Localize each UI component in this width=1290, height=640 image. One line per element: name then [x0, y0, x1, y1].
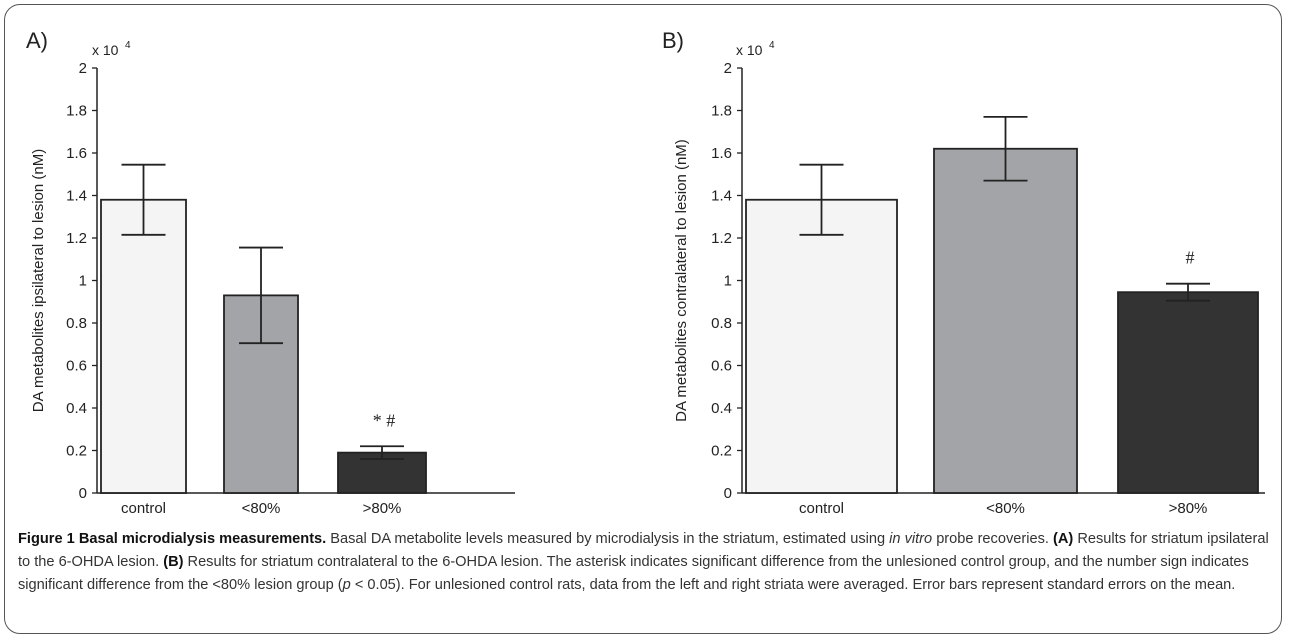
panel-a-scale-exponent: 4 — [125, 40, 131, 51]
panel-b-y-tick-label: 0.8 — [711, 315, 732, 332]
figure-caption: Figure 1 Basal microdialysis measurement… — [18, 528, 1276, 597]
panel-b-y-tick-label: 0 — [724, 485, 732, 502]
panel-a-y-tick-label: 1 — [79, 273, 87, 290]
panel-b-category-label-0: control — [799, 500, 844, 517]
panel-a-scale-label: x 10 — [92, 42, 119, 58]
panel-b-y-tick-label: 1 — [724, 273, 732, 290]
panel-b-category-label-1: <80% — [986, 500, 1025, 517]
panel-a-category-label-1: <80% — [242, 500, 281, 517]
panel-a-y-tick-label: 1.2 — [66, 230, 87, 247]
panel-a-y-tick-label: 0.2 — [66, 443, 87, 460]
panel-a-bar-0 — [100, 198, 187, 494]
panel-a-group: A) x 10 4 0 0.2 0.4 0.6 0.8 1 1.2 1.4 1.6 1.8 2 DA met… — [26, 28, 515, 517]
panel-a-y-tick-label: 0 — [79, 485, 87, 502]
panel-a-y-axis-label: DA metabolites ipsilateral to lesion (nM… — [30, 149, 47, 412]
panel-b-y-axis-label: DA metabolites contralateral to lesion (… — [673, 139, 690, 422]
caption-text-2: probe recoveries. — [932, 531, 1054, 547]
panel-b-y-tick-label: 1.8 — [711, 103, 732, 120]
caption-label-b: (B) — [163, 554, 184, 570]
panel-b-bar-1 — [933, 147, 1078, 494]
panel-a-bar-1 — [223, 294, 299, 494]
panel-a-y-tick-label: 0.4 — [66, 400, 87, 417]
panel-a-significance-marker-2: * # — [373, 410, 396, 430]
panel-b-significance-marker-2: # — [1186, 248, 1195, 268]
figure-frame — [4, 4, 1282, 634]
caption-text-5: < 0.05). For unlesioned control rats, da… — [350, 577, 1236, 593]
panel-b-scale-label: x 10 — [736, 42, 763, 58]
panel-a-bar-2 — [337, 451, 427, 494]
panel-b-y-tick-label: 1.4 — [711, 188, 732, 205]
caption-text-3: Results for striatum ipsilateral to the … — [18, 531, 1269, 570]
caption-title: Figure 1 Basal microdialysis measurement… — [18, 531, 327, 547]
panel-a-y-tick-label: 0.6 — [66, 358, 87, 375]
panel-a-category-label-2: >80% — [363, 500, 402, 517]
panel-b-y-tick-label: 0.6 — [711, 358, 732, 375]
panel-a-y-tick-label: 0.8 — [66, 315, 87, 332]
caption-label-a: (A) — [1053, 531, 1074, 547]
caption-italic-p: p — [342, 577, 351, 593]
panel-b-bar-2 — [1117, 291, 1259, 494]
panel-b-group: B) x 10 4 0 0.2 0.4 0.6 0.8 1 1.2 1.4 1.6 1.8 2 DA met… — [662, 28, 1265, 517]
panel-a-category-label-0: control — [121, 500, 166, 517]
panel-b-bar-0 — [745, 198, 898, 494]
panel-b-category-label-2: >80% — [1169, 500, 1208, 517]
panel-b-y-tick-label: 2 — [724, 60, 732, 77]
panel-b-y-tick-label: 1.6 — [711, 145, 732, 162]
panel-b-y-tick-label: 0.4 — [711, 400, 732, 417]
panel-a-y-tick-label: 2 — [79, 60, 87, 77]
caption-text-1: Basal DA metabolite levels measured by m… — [326, 531, 890, 547]
panel-a-y-tick-label: 1.6 — [66, 145, 87, 162]
caption-italic-invitro: in vitro — [889, 531, 933, 547]
panel-b-y-tick-label: 1.2 — [711, 230, 732, 247]
panel-a-y-tick-label: 1.4 — [66, 188, 87, 205]
panel-b-scale-exponent: 4 — [769, 40, 775, 51]
panel-a-label: A) — [26, 28, 48, 53]
panel-b-y-tick-label: 0.2 — [711, 443, 732, 460]
panel-a-y-tick-label: 1.8 — [66, 103, 87, 120]
panel-b-label: B) — [662, 28, 684, 53]
caption-text-4: Results for striatum contralateral to th… — [18, 554, 1249, 593]
charts-canvas: A) x 10 4 0 0.2 0.4 0.6 0.8 1 1.2 1.4 1.6 1.8 2 DA met… — [26, 28, 1265, 517]
